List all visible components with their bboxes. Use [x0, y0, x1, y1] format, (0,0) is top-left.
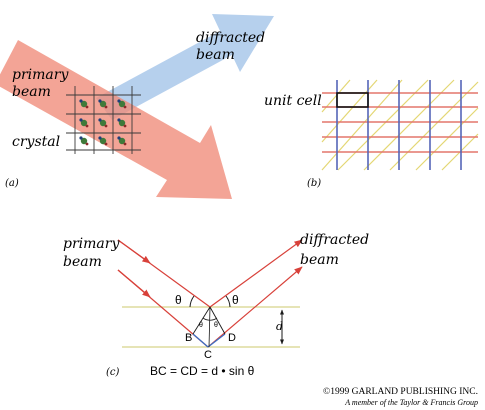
panel-c-primary-beam-label-line1: primary [63, 236, 120, 252]
panel-a-label: (a) [5, 178, 19, 189]
theta-label-right: θ [232, 293, 239, 307]
theta-arc-inner [202, 317, 218, 321]
lattice-planes-diagonal [321, 79, 479, 171]
crystal-molecules [79, 99, 127, 146]
molecule [79, 99, 89, 109]
unit-cell-lattice [321, 79, 479, 171]
molecule [79, 118, 89, 128]
panel-a-diffracted-beam-label-line2: beam [196, 47, 235, 63]
point-d-label: D [228, 332, 236, 344]
molecule [79, 136, 89, 146]
point-b-label: B [185, 332, 192, 344]
normal-line [208, 306, 211, 348]
spacing-d-label: d [276, 320, 283, 333]
panel-c-primary-beam-label-line2: beam [63, 254, 102, 270]
panel-c: primary beam diffracted beam θ θ θ θ B C… [63, 232, 369, 378]
molecule [117, 136, 127, 146]
panel-a: primary beam diffracted beam crystal (a) [0, 14, 274, 199]
molecule [98, 118, 108, 128]
point-c-label: C [204, 349, 212, 361]
molecule [117, 99, 127, 109]
molecule [117, 118, 127, 128]
molecule [98, 99, 108, 109]
theta-label-inner-left: θ [199, 322, 203, 329]
crystal-lattice [66, 86, 141, 154]
unit-cell-label: unit cell [264, 93, 322, 109]
panel-c-label: (c) [106, 367, 120, 378]
panel-b-label: (b) [307, 178, 321, 189]
unit-cell-box [336, 92, 369, 108]
primary-beam-arrow [0, 40, 232, 199]
diffracted-beam-arrow [96, 14, 274, 120]
copyright-line2: A member of the Taylor & Francis Group [344, 398, 478, 407]
theta-label-left: θ [175, 293, 182, 307]
theta-label-inner-right: θ [214, 322, 218, 329]
panel-b: unit cell (b) [264, 79, 479, 189]
panel-a-crystal-label: crystal [12, 134, 60, 150]
bragg-equation: BC = CD = d • sin θ [150, 364, 255, 378]
segment-cd [207, 333, 226, 348]
panel-a-primary-beam-label-line2: beam [12, 84, 51, 100]
theta-arc-left [189, 295, 195, 308]
panel-c-diffracted-beam-label-line1: diffracted [300, 232, 369, 248]
theta-arc-right [225, 295, 231, 308]
perpendicular-b [192, 306, 211, 335]
panel-a-primary-beam-label-line1: primary [12, 67, 69, 83]
diffracted-ray-lower [207, 266, 303, 348]
perpendicular-d [209, 306, 226, 335]
incident-ray-upper-arrowhead [117, 239, 151, 264]
panel-c-diffracted-beam-label-line2: beam [300, 252, 339, 268]
diffracted-ray-upper [209, 239, 303, 308]
incident-ray-lower-arrowhead [117, 269, 151, 298]
copyright-line1: ©1999 GARLAND PUBLISHING INC. [323, 386, 478, 397]
molecule [98, 136, 108, 146]
panel-a-diffracted-beam-label-line1: diffracted [196, 30, 265, 46]
segment-bc [192, 333, 209, 348]
